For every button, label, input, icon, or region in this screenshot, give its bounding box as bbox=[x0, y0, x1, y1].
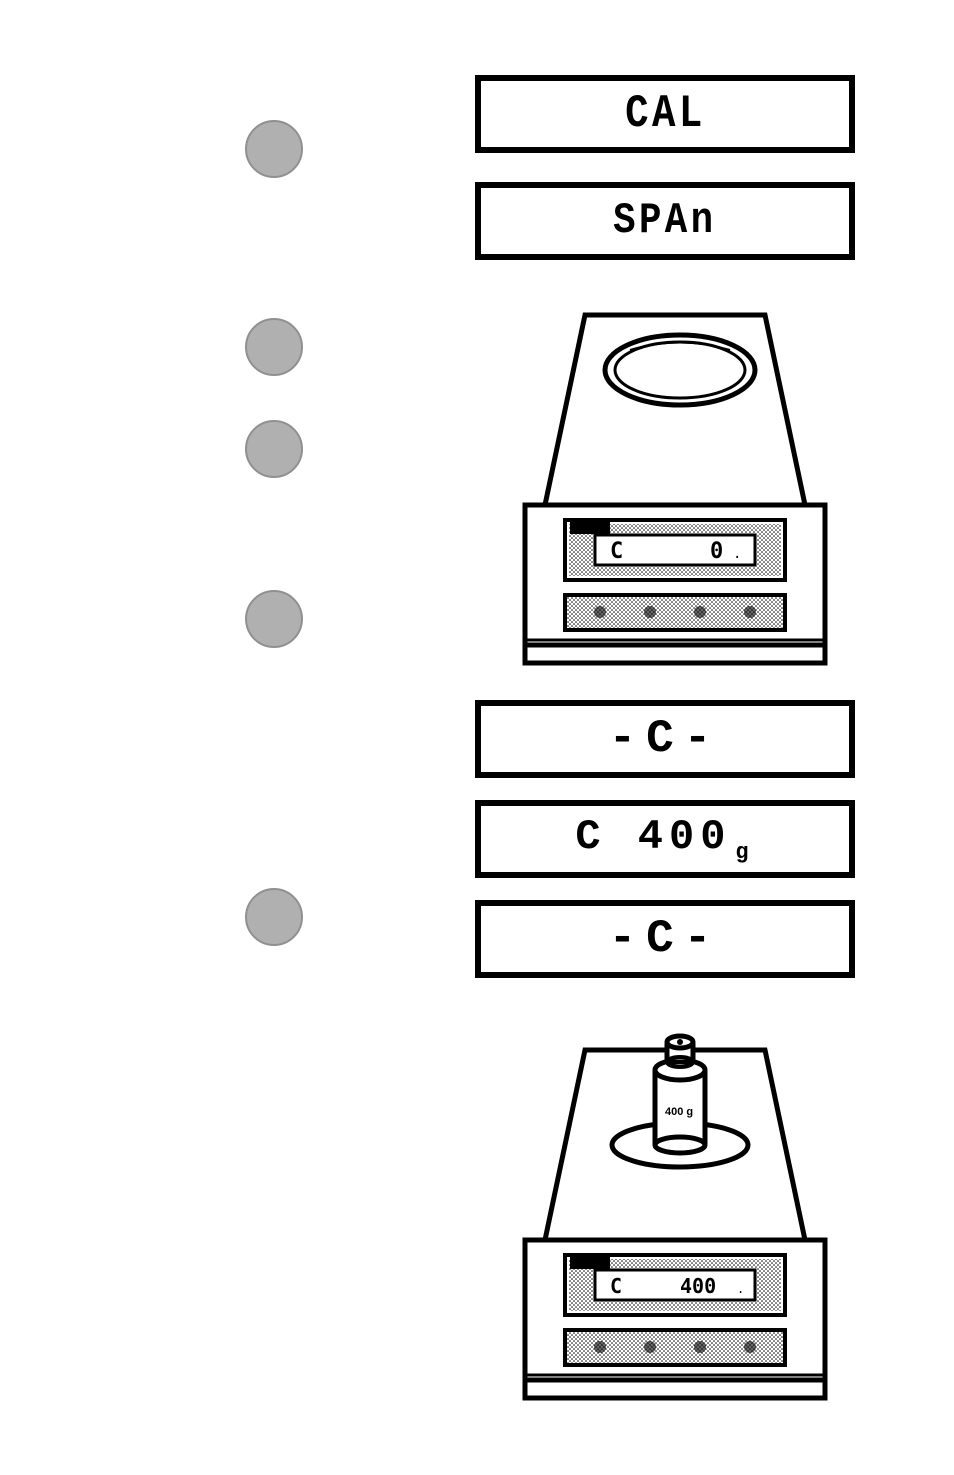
scale-weight-illustration: 400 g C 400 . bbox=[485, 1000, 865, 1410]
step-bullet bbox=[245, 318, 303, 376]
lcd-display-cal: CAL bbox=[475, 75, 855, 153]
lcd-text: CAL bbox=[625, 88, 706, 140]
lcd-text: -C- bbox=[609, 913, 722, 965]
scale-svg: C 0 . bbox=[485, 295, 865, 675]
lcd-display-c: -C- bbox=[475, 700, 855, 778]
lcd-text: SPAn bbox=[613, 196, 716, 246]
scale-lcd-zero: 0 bbox=[710, 539, 723, 564]
scale-weight-svg: 400 g C 400 . bbox=[485, 1000, 865, 1410]
lcd-text: -C- bbox=[609, 713, 722, 765]
lcd-display-c2: -C- bbox=[475, 900, 855, 978]
weight-label: 400 g bbox=[665, 1106, 693, 1118]
scale-empty-illustration: C 0 . bbox=[485, 295, 865, 675]
step-bullet bbox=[245, 420, 303, 478]
lcd-text: C 400g bbox=[575, 813, 754, 864]
lcd-display-span: SPAn bbox=[475, 182, 855, 260]
scale-lcd-c: C bbox=[610, 539, 623, 564]
lcd-unit: g bbox=[735, 840, 754, 865]
scale2-lcd-c: C bbox=[610, 1274, 622, 1298]
scale2-lcd-dot: . bbox=[737, 1282, 744, 1296]
step-bullet bbox=[245, 120, 303, 178]
step-bullet bbox=[245, 590, 303, 648]
lcd-display-c400: C 400g bbox=[475, 800, 855, 878]
lcd-c: C 400 bbox=[575, 813, 731, 861]
scale2-lcd-val: 400 bbox=[680, 1274, 716, 1298]
step-bullet bbox=[245, 888, 303, 946]
scale-lcd-dot: . bbox=[733, 546, 741, 562]
